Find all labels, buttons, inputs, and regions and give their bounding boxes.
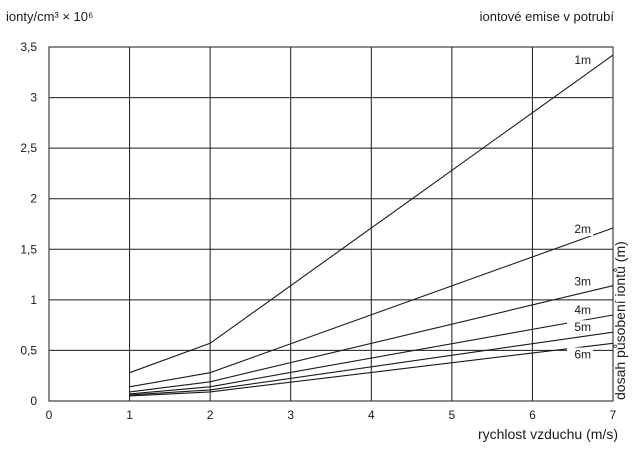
- x-axis-label: rychlost vzduchu (m/s): [477, 426, 618, 442]
- x-tick-label: 0: [46, 408, 53, 422]
- y-tick-label: 2,5: [20, 141, 37, 155]
- series-label-bg: [567, 53, 593, 68]
- series-label-5m: 5m: [574, 320, 591, 334]
- y-tick-label: 0,5: [20, 343, 37, 357]
- y-tick-label: 1,5: [20, 242, 37, 256]
- series-label-bg: [567, 274, 593, 289]
- series-line-5m: [129, 331, 614, 396]
- series-labels: 1m 2m 3m 4m 5m 6m: [567, 53, 593, 362]
- series-label-bg: [567, 222, 593, 237]
- x-tick-label: 3: [287, 408, 294, 422]
- x-tick-label: 2: [207, 408, 214, 422]
- series-line-6m: [129, 342, 614, 397]
- series-line-4m: [129, 314, 614, 395]
- series-label-1m: 1m: [574, 53, 591, 67]
- series-label-bg: [567, 347, 593, 362]
- x-tick-label: 5: [449, 408, 456, 422]
- y-tick-label: 2: [30, 192, 37, 206]
- right-axis-label: dosah působení iontů (m): [612, 241, 628, 400]
- series-lines: [129, 54, 614, 397]
- series-label-6m: 6m: [574, 348, 591, 362]
- y-tick-label: 0: [30, 394, 37, 408]
- series-line-2m: [129, 227, 614, 388]
- series-label-3m: 3m: [574, 275, 591, 289]
- x-tick-label: 4: [368, 408, 375, 422]
- y-tick-label: 3,5: [20, 40, 37, 54]
- series-label-4m: 4m: [574, 303, 591, 317]
- plot-frame: [48, 46, 614, 402]
- x-tick-label: 7: [610, 408, 617, 422]
- chart-title: iontové emise v potrubí: [479, 9, 614, 24]
- y-axis-label: ionty/cm³ × 10⁶: [6, 9, 94, 24]
- y-tick-label: 1: [30, 293, 37, 307]
- series-line-1m: [129, 54, 614, 374]
- x-tick-label: 6: [529, 408, 536, 422]
- tick-labels: 0 1 2 3 4 5 6 7 0 0,5 1 1,5 2 2,5 3 3,5: [20, 40, 616, 422]
- series-label-2m: 2m: [574, 222, 591, 236]
- x-tick-label: 1: [126, 408, 133, 422]
- series-label-bg: [567, 320, 593, 335]
- series-label-bg: [567, 303, 593, 318]
- y-tick-label: 3: [30, 91, 37, 105]
- series-line-3m: [129, 285, 614, 393]
- grid: [48, 46, 614, 402]
